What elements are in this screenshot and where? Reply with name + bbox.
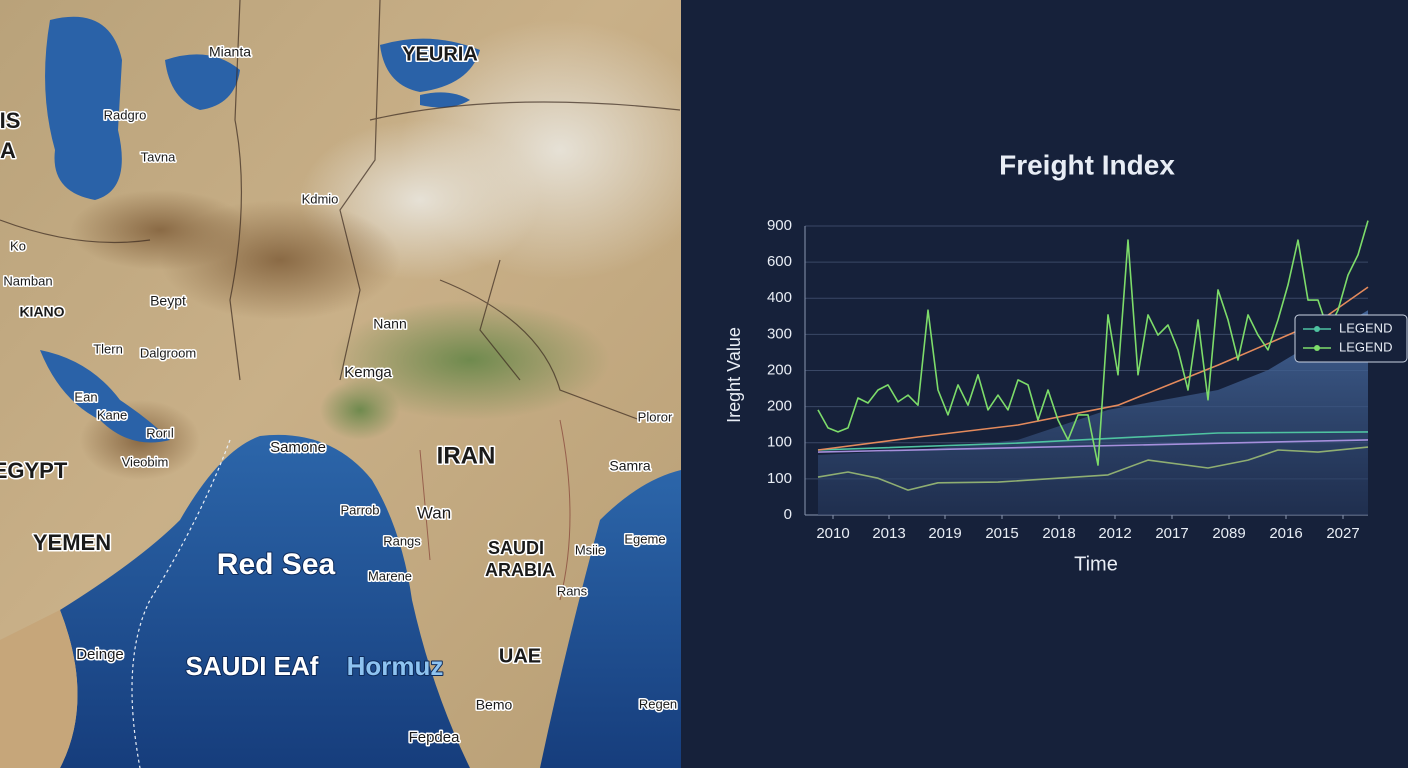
line [817, 431, 1369, 451]
map-label: Regen [639, 696, 677, 711]
map-label: Fepdea [409, 729, 461, 746]
map-label: Rorıl [146, 425, 174, 440]
y-tick-label: 200 [767, 361, 792, 378]
x-tick-label: 2012 [1098, 525, 1131, 542]
y-tick-label: 300 [767, 325, 792, 342]
map-label: Kdmio [302, 191, 339, 206]
map-label: Deinge [76, 646, 124, 663]
map-label: IRAN [437, 442, 496, 469]
y-tick-label: 600 [767, 253, 792, 270]
legend-box [1294, 314, 1408, 363]
map-label: Vieobim [122, 454, 169, 469]
legend-marker [1314, 326, 1320, 332]
map-label: Msiie [575, 542, 605, 557]
x-tick-label: 2019 [928, 525, 961, 542]
y-tick-label: 200 [767, 398, 792, 415]
x-tick-label: 2089 [1212, 525, 1245, 542]
x-tick-label: 2015 [985, 525, 1018, 542]
y-tick-label: 900 [767, 217, 792, 234]
map-label: Beypt [150, 293, 186, 309]
map-label: Samra [609, 458, 650, 474]
map-label: Ko [10, 238, 26, 253]
x-tick-label: 2018 [1042, 525, 1075, 542]
legend-label: LEGEND [1339, 320, 1392, 335]
map-label: Hormuz [347, 651, 444, 681]
line [817, 446, 1369, 491]
map-label: UAE [499, 645, 541, 667]
chart-title: Freight Index [999, 149, 1175, 180]
map-label: Dalgroom [140, 345, 196, 360]
map-label: Samone [270, 439, 326, 456]
map-label: Rangs [383, 533, 421, 548]
x-tick-label: 2013 [872, 525, 905, 542]
y-tick-label: 400 [767, 289, 792, 306]
map-label: SAUDI EAf [186, 651, 319, 681]
map-label: A [0, 138, 16, 163]
map-label: Rans [557, 583, 588, 598]
chart: Freight Index Time Ireght Value 0 100 100 2… [724, 149, 1408, 575]
map-label: Kemga [344, 364, 392, 381]
map-label: Marene [368, 568, 412, 583]
line [817, 439, 1369, 453]
map-label: Kane [97, 407, 127, 422]
y-axis-label: Ireght Value [724, 327, 744, 423]
x-tick-label: 2027 [1326, 525, 1359, 542]
map-label: YEMEN [33, 530, 111, 555]
map-label: Parrob [340, 502, 379, 517]
map-label: Red Sea [217, 548, 336, 581]
map-label: Tavna [141, 149, 176, 164]
map-labels: Mianta YEURIA IS A Radgro Tavna Kdmio Ko Namban K… [0, 42, 679, 748]
map-label: Ean [74, 389, 97, 404]
map-label: Radgro [104, 107, 147, 122]
map-label: YEURIA [402, 43, 478, 65]
y-tick-label: 0 [784, 506, 792, 523]
map-label: Tlern [93, 341, 123, 356]
map-label: Mianta [209, 44, 251, 60]
map [0, 0, 720, 768]
y-tick-label: 100 [767, 434, 792, 451]
x-tick-label: 2016 [1269, 525, 1302, 542]
y-tick-label: 100 [767, 470, 792, 487]
map-label: Bemo [476, 697, 513, 713]
map-label: KIANO [19, 304, 64, 320]
map-label: ARABIA [485, 560, 555, 580]
legend-label: LEGEND [1339, 339, 1392, 354]
map-label: IS [0, 108, 20, 133]
x-tick-label: 2017 [1155, 525, 1188, 542]
map-label: SAUDI [488, 538, 544, 558]
x-axis-label: Time [1074, 553, 1118, 575]
map-label: Wan [417, 503, 451, 522]
map-label: Nann [373, 316, 406, 332]
map-label: Namban [3, 273, 52, 288]
line [817, 220, 1369, 466]
map-label: Egeme [624, 531, 665, 546]
legend-marker [1314, 345, 1320, 351]
map-label: Ploror [638, 409, 673, 424]
map-label: EGYPT [0, 458, 68, 483]
x-tick-label: 2010 [816, 525, 849, 542]
